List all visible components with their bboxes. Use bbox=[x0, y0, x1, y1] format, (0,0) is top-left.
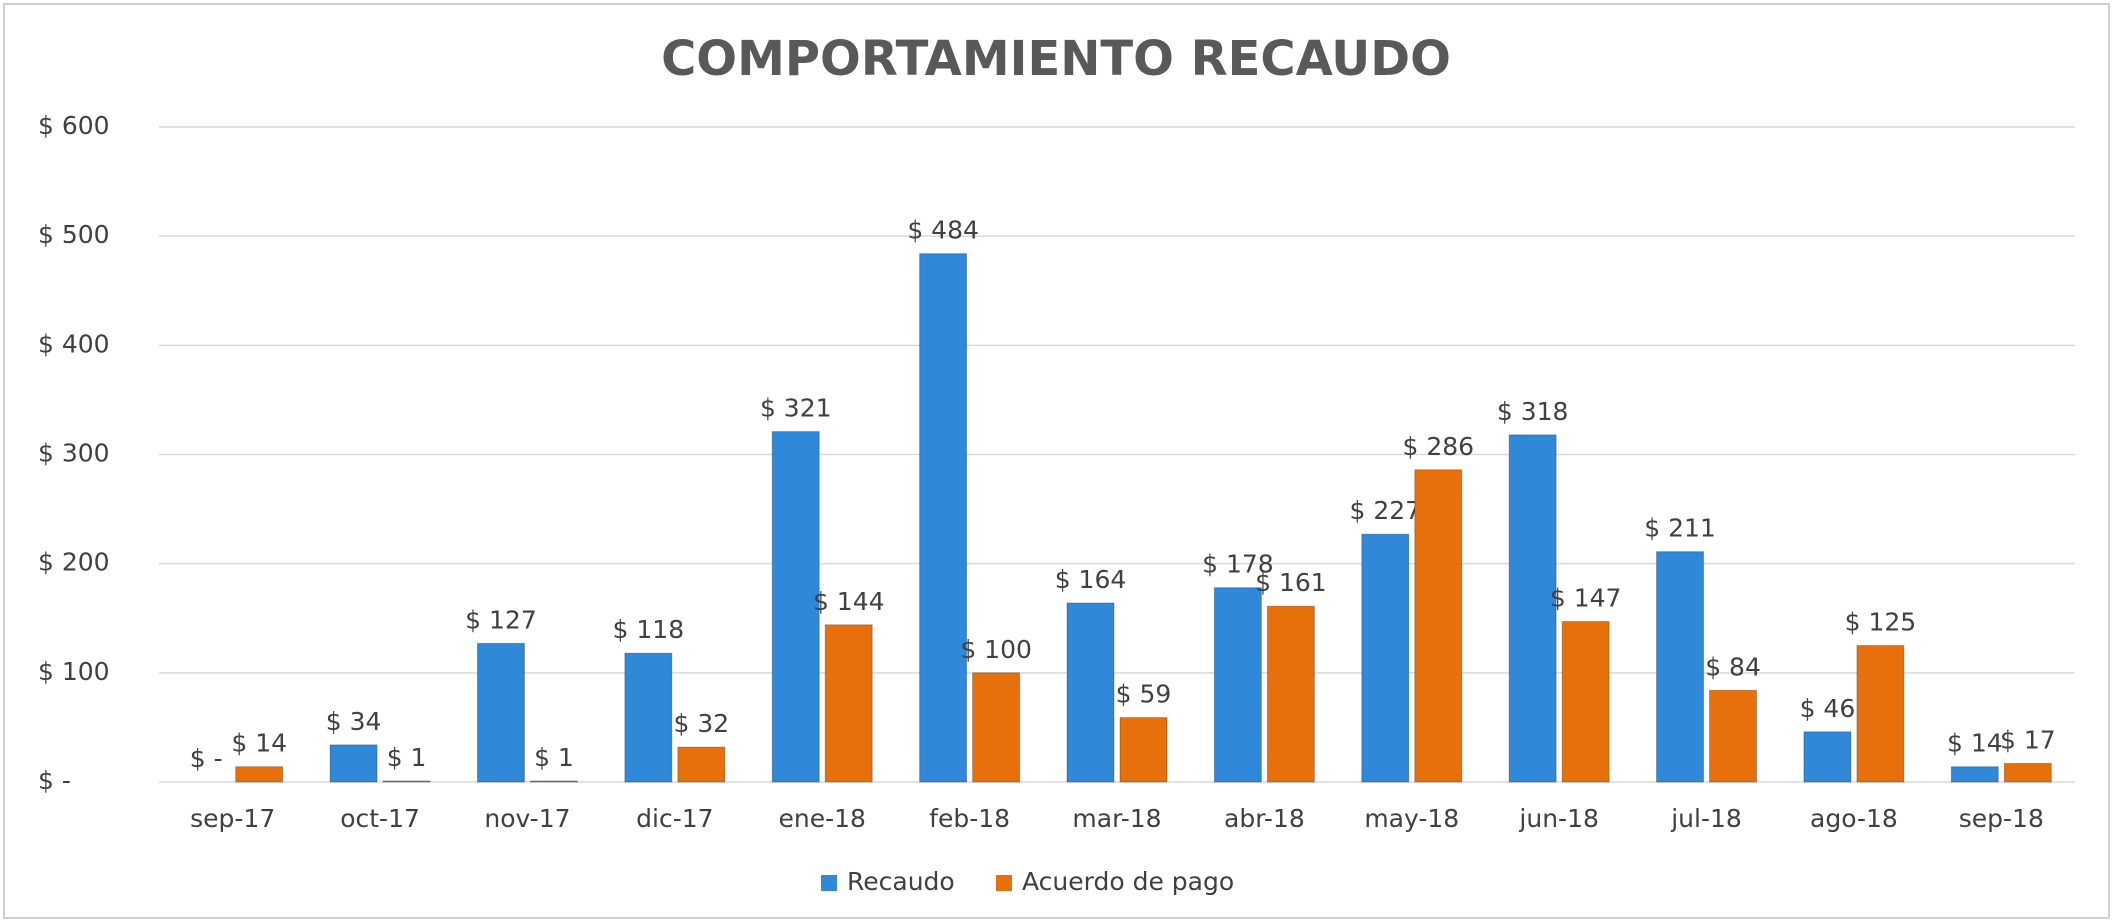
bar bbox=[476, 642, 525, 783]
value-label: $ 34 bbox=[326, 707, 382, 736]
value-label: $ 14 bbox=[231, 729, 287, 758]
bar bbox=[329, 744, 378, 783]
bar bbox=[235, 766, 284, 783]
value-label: $ 147 bbox=[1550, 584, 1622, 613]
bar bbox=[1414, 469, 1463, 783]
bar bbox=[1561, 621, 1610, 783]
value-label: $ 211 bbox=[1644, 514, 1716, 543]
bar bbox=[1213, 587, 1262, 783]
bar bbox=[1856, 645, 1905, 783]
bar bbox=[972, 672, 1021, 783]
chart-title: COMPORTAMIENTO RECAUDO bbox=[661, 31, 1451, 87]
x-tick-label: nov-17 bbox=[484, 804, 570, 833]
value-label: $ 84 bbox=[1705, 652, 1761, 681]
y-tick-label: $ 300 bbox=[38, 439, 110, 468]
value-label: $ 32 bbox=[674, 709, 730, 738]
y-tick-label: $ 600 bbox=[38, 111, 110, 140]
bar bbox=[1508, 434, 1557, 783]
value-label: $ 1 bbox=[387, 743, 427, 772]
y-tick-label: $ 100 bbox=[38, 657, 110, 686]
x-tick-label: ene-18 bbox=[779, 804, 866, 833]
bar bbox=[824, 624, 873, 783]
bar bbox=[1361, 533, 1410, 783]
y-tick-label: $ 500 bbox=[38, 220, 110, 249]
bar bbox=[919, 253, 968, 783]
value-label: $ 46 bbox=[1800, 694, 1856, 723]
y-tick-label: $ 400 bbox=[38, 329, 110, 358]
bar bbox=[529, 780, 578, 783]
value-label: $ 318 bbox=[1497, 397, 1569, 426]
bar bbox=[1950, 766, 1999, 783]
bar bbox=[2003, 762, 2052, 783]
bar bbox=[1656, 551, 1705, 783]
bar bbox=[677, 746, 726, 783]
legend-label: Acuerdo de pago bbox=[1022, 867, 1234, 896]
value-label: $ 127 bbox=[465, 605, 537, 634]
x-tick-label: jun-18 bbox=[1518, 804, 1598, 833]
value-label: $ 1 bbox=[534, 743, 574, 772]
x-tick-label: abr-18 bbox=[1224, 804, 1305, 833]
bar bbox=[1803, 731, 1852, 783]
x-tick-label: dic-17 bbox=[636, 804, 713, 833]
x-tick-label: sep-18 bbox=[1959, 804, 2044, 833]
x-tick-label: sep-17 bbox=[190, 804, 275, 833]
value-label: $ 286 bbox=[1402, 432, 1474, 461]
x-tick-label: oct-17 bbox=[340, 804, 420, 833]
bar bbox=[1119, 717, 1168, 783]
value-label: $ 118 bbox=[613, 615, 685, 644]
legend-swatch bbox=[821, 875, 837, 891]
value-label: $ 227 bbox=[1349, 496, 1421, 525]
value-label: $ 100 bbox=[960, 635, 1032, 664]
bar bbox=[1709, 689, 1758, 783]
bar bbox=[1266, 605, 1315, 783]
value-label: $ 161 bbox=[1255, 568, 1327, 597]
value-label: $ 164 bbox=[1055, 565, 1127, 594]
y-tick-label: $ 200 bbox=[38, 548, 110, 577]
value-label: $ 17 bbox=[2000, 725, 2056, 754]
value-label: $ 14 bbox=[1947, 729, 2003, 758]
x-tick-label: may-18 bbox=[1364, 804, 1459, 833]
legend-swatch bbox=[996, 875, 1012, 891]
x-tick-label: mar-18 bbox=[1072, 804, 1161, 833]
bar bbox=[771, 431, 820, 783]
value-label: $ 59 bbox=[1116, 680, 1172, 709]
legend-label: Recaudo bbox=[847, 867, 955, 896]
chart-frame bbox=[3, 3, 2110, 919]
bar bbox=[382, 780, 431, 783]
value-label: $ 178 bbox=[1202, 550, 1274, 579]
y-tick-label: $ - bbox=[38, 766, 71, 795]
x-tick-label: ago-18 bbox=[1810, 804, 1898, 833]
value-label: $ - bbox=[190, 744, 223, 773]
value-label: $ 484 bbox=[907, 216, 979, 245]
value-label: $ 321 bbox=[760, 394, 832, 423]
bar bbox=[1066, 602, 1115, 783]
value-label: $ 144 bbox=[813, 587, 885, 616]
bar bbox=[624, 652, 673, 783]
x-tick-label: feb-18 bbox=[929, 804, 1010, 833]
x-tick-label: jul-18 bbox=[1670, 804, 1742, 833]
value-label: $ 125 bbox=[1845, 608, 1917, 637]
